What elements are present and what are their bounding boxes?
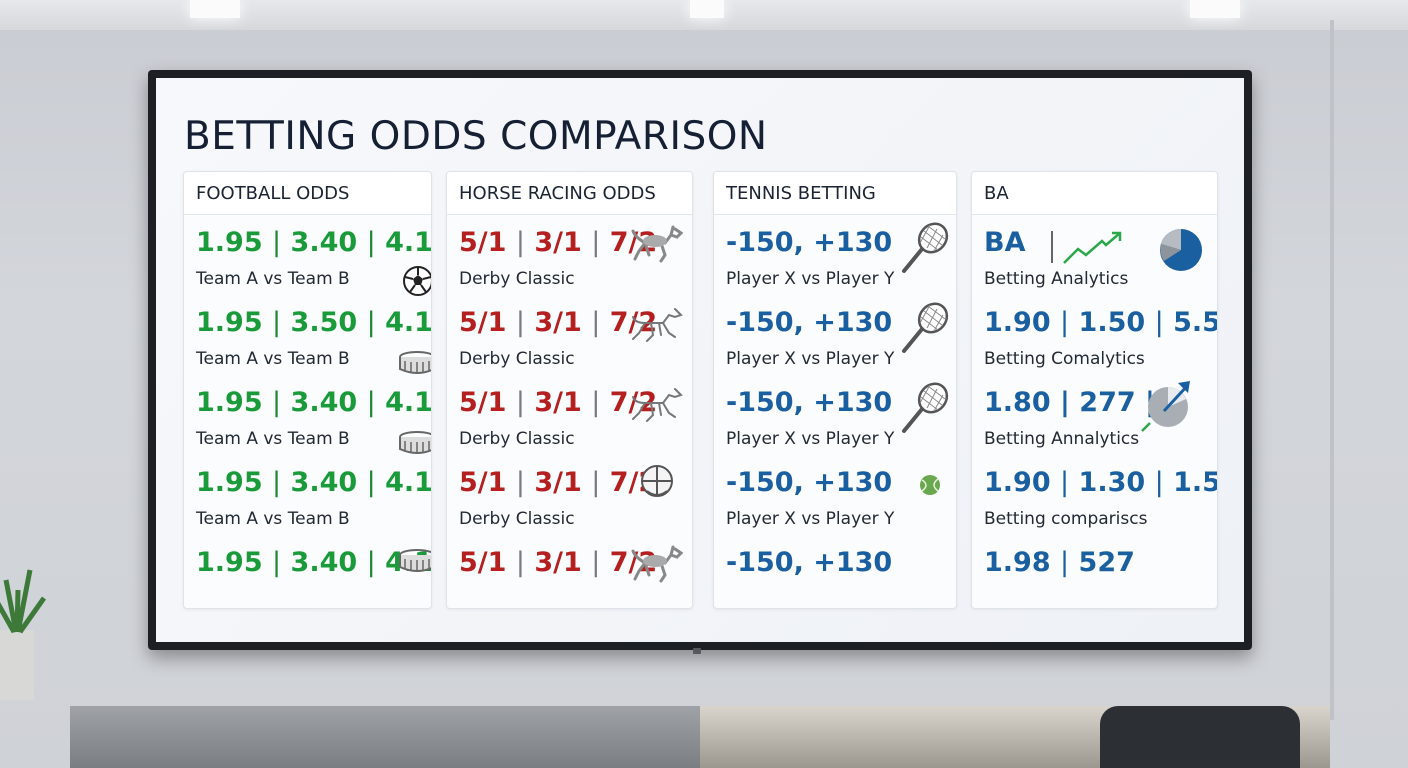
football-odds-panel: FOOTBALL ODDS 1.95 | 3.40 | 4.10 Team A … [183, 171, 432, 609]
analytics-row[interactable]: 1.90 | 1.30 | 1.50 Betting comparisсs [984, 455, 1217, 535]
panel-header: TENNIS BETTING [714, 172, 956, 215]
odds-values: 5/1 | 3/1 | 7/2 [459, 547, 658, 578]
tv-monitor: BETTING ODDS COMPARISON FOOTBALL ODDS 1.… [148, 70, 1252, 654]
match-label: Player X vs Player Y [726, 349, 895, 369]
analytics-row[interactable]: 1.98 | 527 [984, 535, 1211, 608]
odds-values: 1.90 | 1.50 | 5.50 [984, 307, 1217, 338]
odds-values: 1.95 | 3.50 | 4.10 [196, 307, 432, 338]
power-indicator [693, 648, 701, 654]
odds-row[interactable]: 1.95 | 3.40 | 4.10 [196, 535, 431, 608]
odds-values: 5/1 | 3/1 | 7/2 [459, 227, 658, 258]
pie-arrow-icon [1140, 377, 1196, 433]
odds-values: 1.95 | 3.40 | 4.10 [196, 547, 431, 578]
odds-values: 1.95 | 3.40 | 4.10 [196, 227, 432, 258]
match-label: Player X vs Player Y [726, 509, 895, 529]
odds-row[interactable]: 1.95 | 3.40 | 4.10 Team A vs Team B [196, 215, 431, 296]
odds-values: 5/1 | 3/1 | 7/2 [459, 307, 658, 338]
race-label: Derby Classic [459, 509, 575, 529]
odds-values: -150, +130 [726, 307, 893, 338]
match-label: Team A vs Team B [196, 349, 350, 369]
match-label: Player X vs Player Y [726, 269, 895, 289]
page-title: BETTING ODDS COMPARISON [184, 114, 768, 159]
tennis-racket-icon [900, 381, 950, 435]
odds-values: 1.95 | 3.40 | 4.10 [196, 387, 432, 418]
odds-row[interactable]: -150, +130 [726, 535, 950, 608]
race-label: Derby Classic [459, 349, 575, 369]
odds-row[interactable]: 5/1 | 3/1 | 7/2 Derby Classic [459, 295, 686, 375]
panel-header: BA [972, 172, 1217, 215]
trend-line-icon [1050, 229, 1124, 265]
odds-row[interactable]: -150, +130 Player X vs Player Y [726, 295, 950, 375]
odds-values: -150, +130 [726, 227, 893, 258]
analytics-row[interactable]: 1.80 | 277 | Betting Annalytics [984, 375, 1211, 455]
race-label: Derby Classic [459, 269, 575, 289]
analytics-label: Betting Analytics [984, 269, 1129, 289]
odds-row[interactable]: 5/1 | 3/1 | 7/2 Derby Classic [459, 215, 686, 295]
analytics-label: Betting Annalytics [984, 429, 1140, 449]
odds-row[interactable]: 5/1 | 3/1 | 7/2 Derby Classic [459, 375, 686, 455]
tennis-racket-icon [900, 221, 950, 275]
match-label: Team A vs Team B [196, 429, 350, 449]
odds-row[interactable]: 1.95 | 3.40 | 4.10 Team A vs Team B [196, 375, 431, 455]
race-label: Derby Classic [459, 429, 575, 449]
jockey-helmet-icon [639, 463, 675, 503]
panel-header: FOOTBALL ODDS [184, 172, 431, 215]
plant-decoration [0, 569, 47, 700]
stadium-icon [398, 429, 431, 457]
horse-outline-icon [629, 385, 683, 425]
odds-row[interactable]: 5/1 | 3/1 | 7/2 Derby Classic [459, 455, 686, 535]
tennis-ball-icon [919, 474, 941, 496]
ceiling-light [190, 0, 240, 18]
match-label: Player X vs Player Y [726, 429, 895, 449]
odds-values: 5/1 | 3/1 | 7/2 [459, 387, 658, 418]
horse-icon [631, 543, 683, 583]
odds-values: 1.95 | 3.40 | 4.10 [196, 467, 432, 498]
horse-outline-icon [629, 305, 683, 345]
analytics-label: Betting comparisсs [984, 509, 1148, 529]
horse-icon [631, 223, 683, 263]
panel-header: HORSE RACING ODDS [447, 172, 692, 215]
ceiling-light [1190, 0, 1240, 18]
analytics-panel: BA BA Betting Analytics 1.90 | 1.50 | 5.… [971, 171, 1218, 609]
odds-values: 1.90 | 1.30 | 1.50 [984, 467, 1217, 498]
stadium-icon [398, 547, 431, 575]
dashboard-screen: BETTING ODDS COMPARISON FOOTBALL ODDS 1.… [156, 78, 1244, 642]
odds-row[interactable]: 5/1 | 3/1 | 7/2 [459, 535, 686, 608]
odds-row[interactable]: -150, +130 Player X vs Player Y [726, 215, 950, 295]
desk-left [70, 706, 700, 768]
odds-row[interactable]: 1.95 | 3.50 | 4.10 Team A vs Team B [196, 295, 431, 375]
odds-values: -150, +130 [726, 387, 893, 418]
soccer-ball-icon [402, 265, 431, 297]
match-label: Team A vs Team B [196, 269, 350, 289]
pie-chart-icon [1158, 227, 1204, 273]
odds-values: BA [984, 227, 1026, 258]
tennis-betting-panel: TENNIS BETTING -150, +130 Player X vs Pl… [713, 171, 957, 609]
odds-values: -150, +130 [726, 547, 893, 578]
odds-values: 1.80 | 277 | [984, 387, 1155, 418]
stadium-icon [398, 349, 431, 377]
analytics-row[interactable]: 1.90 | 1.50 | 5.50 Betting Comalytics [984, 295, 1217, 375]
odds-values: 1.98 | 527 [984, 547, 1135, 578]
horse-racing-odds-panel: HORSE RACING ODDS 5/1 | 3/1 | 7/2 Derby … [446, 171, 693, 609]
odds-row[interactable]: -150, +130 Player X vs Player Y [726, 455, 950, 535]
wall-seam [1330, 20, 1334, 720]
match-label: Team A vs Team B [196, 509, 350, 529]
tennis-racket-icon [900, 301, 950, 355]
odds-row[interactable]: -150, +130 Player X vs Player Y [726, 375, 950, 455]
analytics-row[interactable]: BA Betting Analytics [984, 215, 1211, 295]
analytics-label: Betting Comalytics [984, 349, 1145, 369]
office-chair [1100, 706, 1300, 768]
ceiling-light [690, 0, 724, 18]
odds-row[interactable]: 1.95 | 3.40 | 4.10 Team A vs Team B [196, 455, 431, 535]
odds-values: -150, +130 [726, 467, 893, 498]
odds-values: 5/1 | 3/1 | 7/2 [459, 467, 658, 498]
